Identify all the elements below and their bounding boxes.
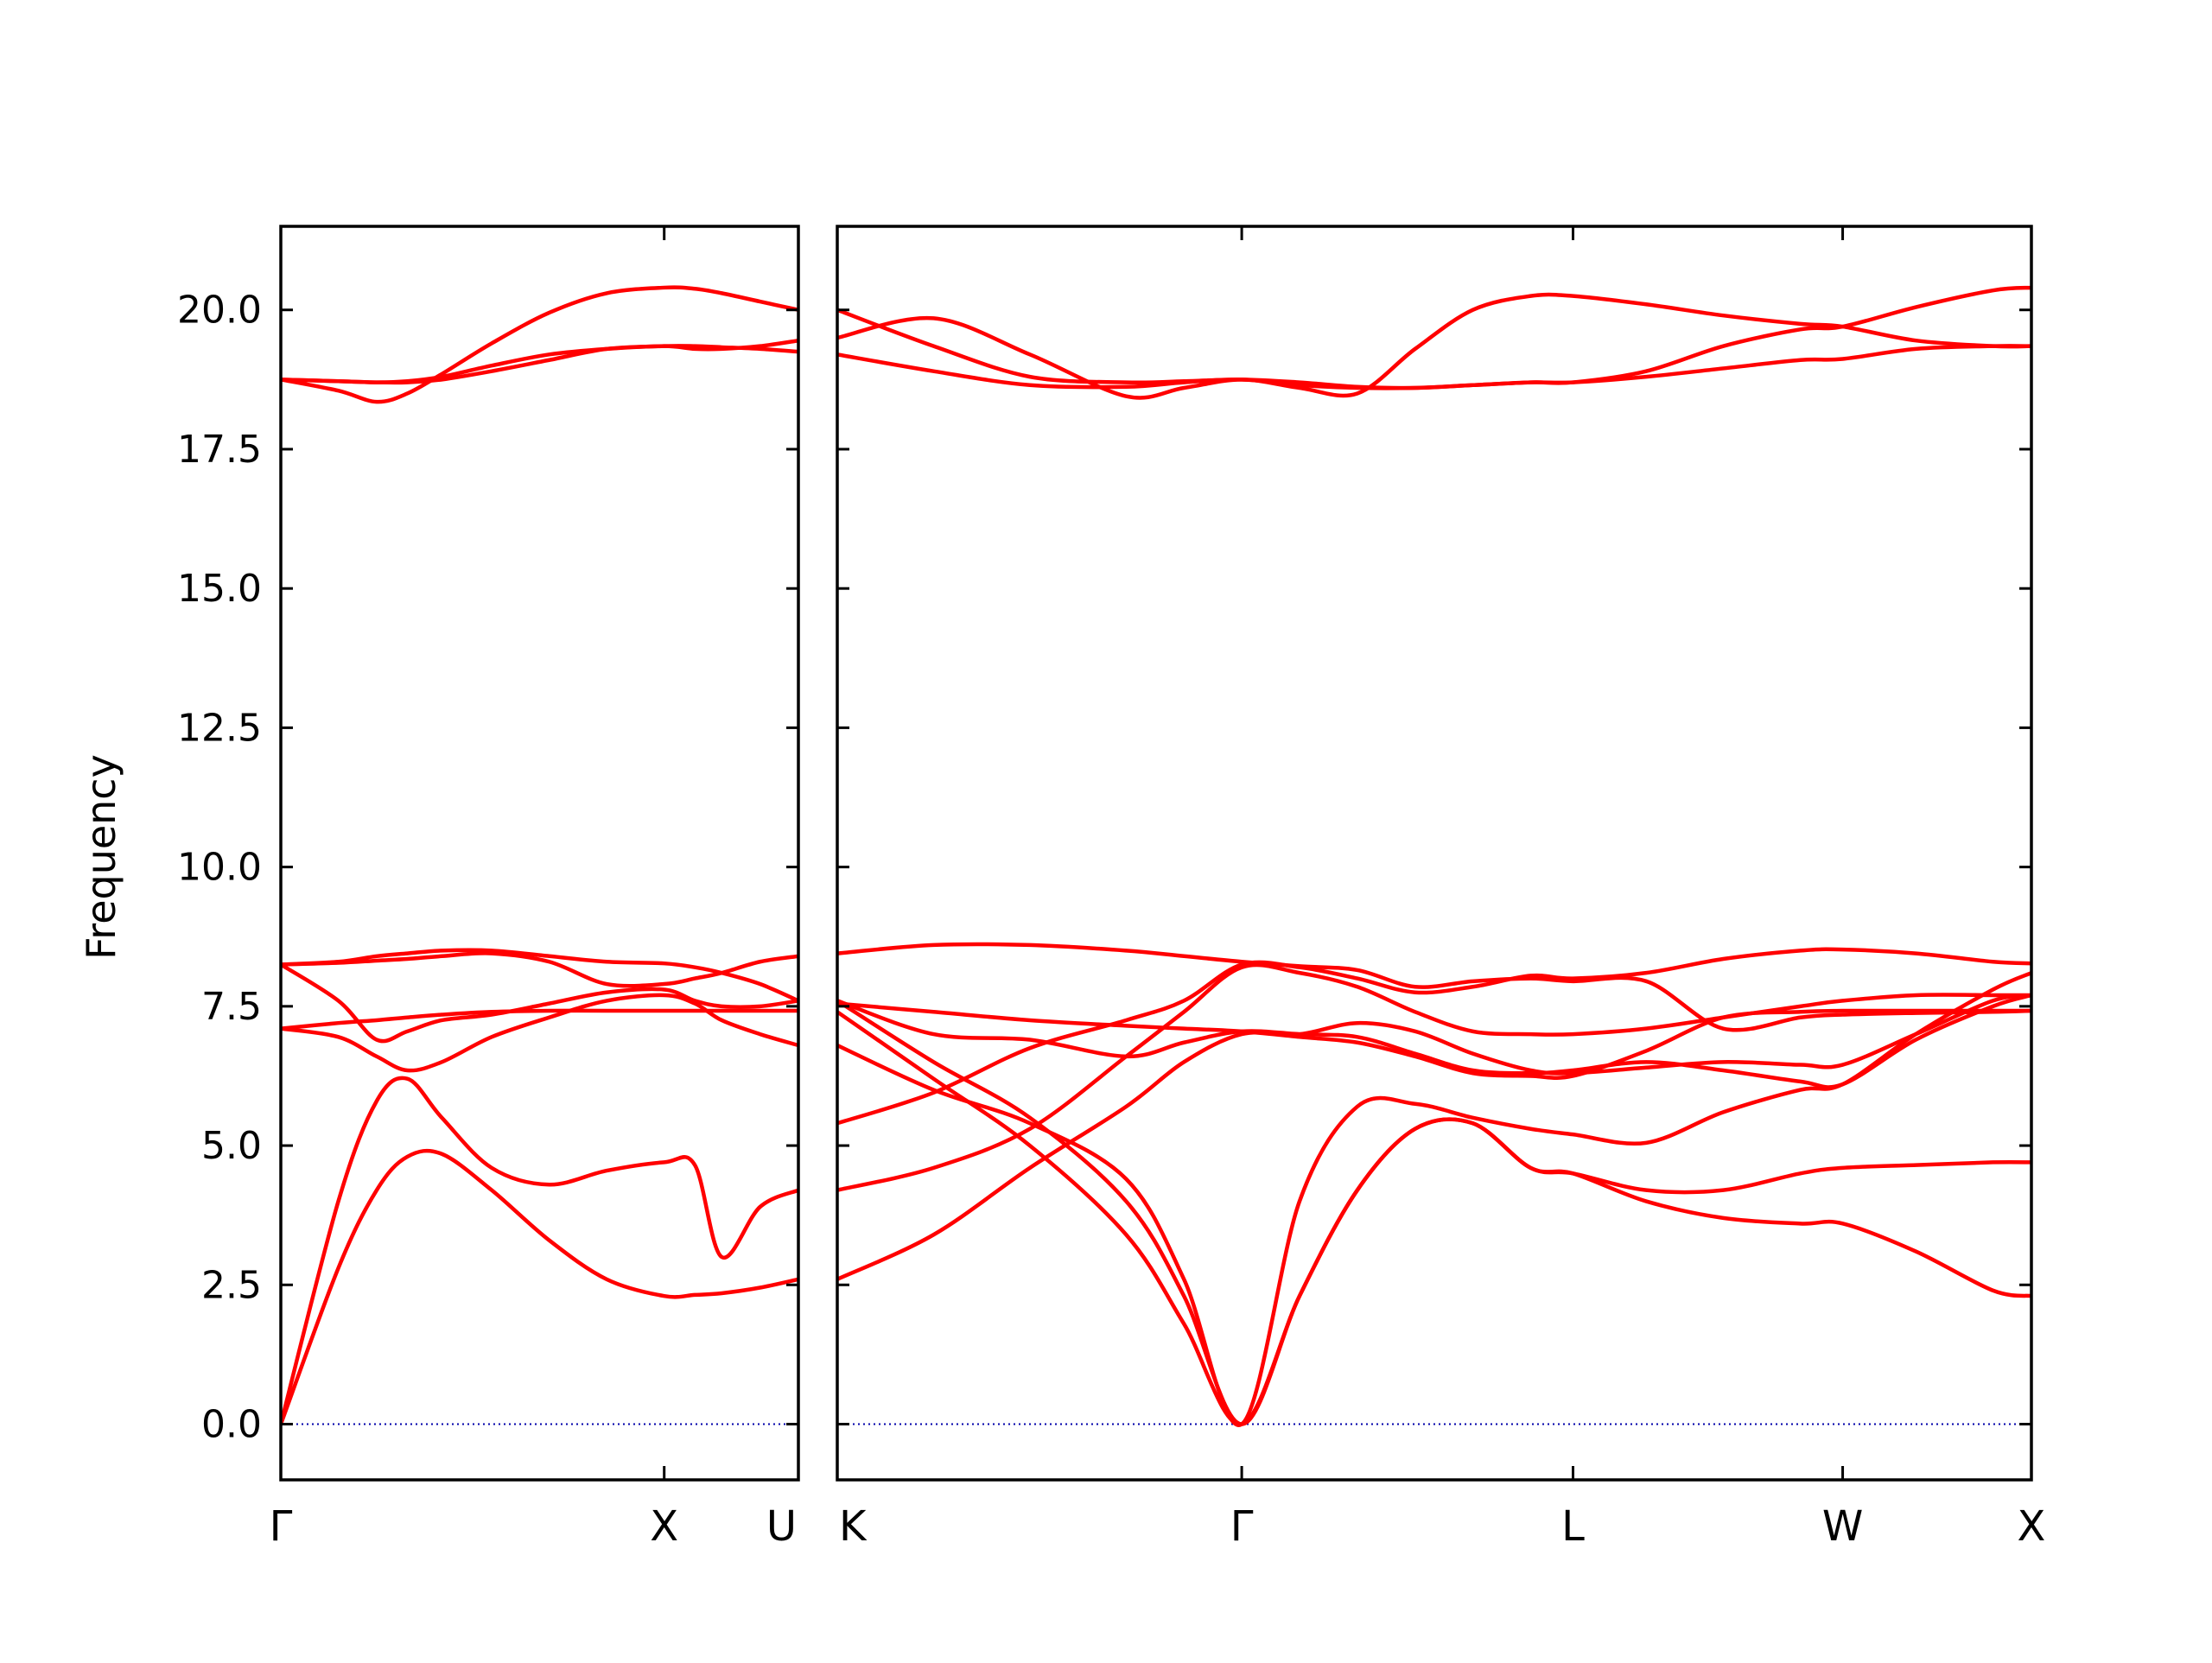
band-line-1 — [837, 993, 2031, 1282]
band-line-12 — [837, 285, 2031, 390]
y-tick-label: 5.0 — [201, 1124, 262, 1168]
band-group — [837, 285, 2031, 1427]
y-tick-label: 15.0 — [177, 567, 262, 611]
band-line-4 — [281, 1008, 798, 1031]
panel-1: 0.0 2.5 5.0 7.5 10.0 12.5 15.0 17.5 20.0 Γ X U — [177, 225, 800, 1551]
band-line-10 — [837, 344, 2031, 390]
band-line-6 — [837, 1010, 2031, 1426]
band-line-3 — [837, 947, 2031, 1126]
x-tick-label: Γ — [270, 1502, 293, 1551]
axes-frame — [836, 225, 2033, 1482]
band-line-9 — [837, 942, 2031, 1032]
band-line-1 — [281, 1148, 798, 1426]
y-tick-label: 10.0 — [177, 846, 262, 890]
band-line-2 — [837, 962, 2031, 1192]
x-tick-label: U — [766, 1502, 797, 1551]
x-tick-label: W — [1822, 1502, 1863, 1551]
band-line-7 — [837, 993, 2031, 1089]
band-line-9 — [281, 285, 798, 404]
band-line-3 — [281, 993, 798, 1073]
y-tick-label: 12.5 — [177, 706, 262, 750]
y-tick-label: 20.0 — [177, 289, 262, 333]
x-tick-label: Γ — [1230, 1502, 1254, 1551]
y-tick-label: 0.0 — [201, 1403, 262, 1447]
y-tick-label: 17.5 — [177, 428, 262, 472]
band-line-2 — [281, 1076, 798, 1426]
band-line-5 — [281, 962, 798, 1044]
y-tick-label: 7.5 — [201, 985, 262, 1029]
band-line-8 — [281, 344, 798, 385]
x-tick-label: K — [839, 1502, 868, 1551]
band-line-4 — [837, 970, 2031, 1427]
x-tick-label: L — [1561, 1502, 1585, 1551]
x-tick-label: X — [650, 1502, 678, 1551]
band-group — [281, 285, 798, 1426]
band-line-8 — [837, 1001, 2031, 1080]
band-line-10 — [281, 338, 798, 384]
y-axis-label: Frequency — [78, 754, 124, 960]
y-tick-label: 2.5 — [201, 1263, 262, 1307]
x-tick-label: X — [2018, 1502, 2046, 1551]
axes-frame — [279, 225, 800, 1482]
band-line-7 — [281, 951, 798, 988]
